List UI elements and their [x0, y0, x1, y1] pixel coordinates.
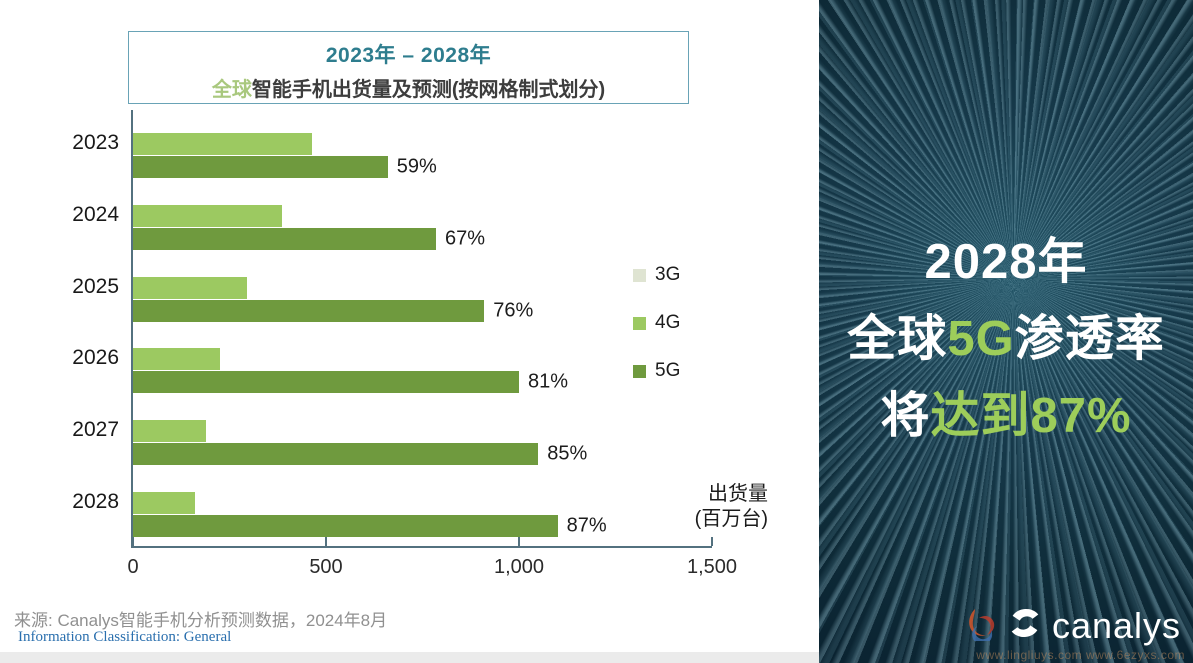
year-group-2023: 2023 59%	[72, 110, 712, 180]
bar-5g-2027: 85%	[133, 443, 587, 466]
x-tick-500	[325, 537, 327, 546]
watermark-logo-icon	[965, 606, 998, 646]
chart-title-box: 2023年 – 2028年 全球智能手机出货量及预测(按网格制式划分)	[128, 31, 689, 104]
canalys-logo-icon	[1006, 604, 1044, 647]
bar-4g-2027	[133, 420, 207, 443]
x-tick-label-1500: 1,500	[686, 556, 738, 578]
x-tick-label-1000: 1,000	[493, 556, 545, 578]
chart-title-highlight: 全球	[211, 79, 252, 101]
bar-4g-2026	[133, 348, 220, 371]
classification-text: Information Classification: General	[18, 629, 232, 645]
headline-5g-green: 5G	[947, 312, 1015, 366]
legend-swatch-5g	[633, 364, 646, 378]
year-group-2027: 2027 85%	[72, 397, 712, 467]
legend-label-3g: 3G	[655, 264, 681, 285]
bar-value-label-2028: 87%	[566, 514, 607, 537]
legend-item-5g: 5G	[633, 360, 681, 381]
axis-unit-line2: (百万台)	[694, 508, 768, 530]
bar-5g-2024: 67%	[133, 227, 485, 250]
bar-value-label-2027: 85%	[547, 442, 588, 465]
y-axis-label-2026: 2026	[72, 346, 119, 370]
canalys-wordmark: canalys	[1051, 604, 1181, 646]
year-group-2024: 2024 67%	[72, 182, 712, 252]
headline-87-green: 达到87%	[930, 389, 1132, 443]
bar-value-label-2026: 81%	[528, 370, 569, 393]
bar-4g-2025	[133, 276, 247, 299]
axis-unit-label: 出货量 (百万台)	[620, 482, 768, 532]
x-tick-label-0: 0	[127, 556, 139, 578]
legend-swatch-3g	[633, 268, 646, 282]
logo-row: canalys	[965, 604, 1181, 647]
headline-line-2: 全球5G渗透率	[847, 312, 1165, 366]
bar-5g-2028: 87%	[133, 515, 607, 537]
y-axis-label-2024: 2024	[72, 202, 119, 226]
chart-title-years: 2023年 – 2028年	[325, 44, 492, 67]
year-group-2025: 2025 76%	[72, 254, 712, 324]
legend-item-4g: 4G	[633, 312, 681, 333]
y-axis-label-2023: 2023	[72, 131, 119, 154]
bar-5g-2025: 76%	[133, 299, 533, 322]
bar-5g-2023: 59%	[133, 156, 437, 178]
bar-4g-2023	[133, 133, 313, 155]
axis-unit-line1: 出货量	[708, 483, 768, 505]
bar-value-label-2025: 76%	[493, 299, 534, 322]
headline: 2028年 全球5G渗透率 将达到87%	[819, 224, 1193, 455]
headline-line-1: 2028年	[924, 235, 1088, 289]
chart-title-main: 全球智能手机出货量及预测(按网格制式划分)	[129, 73, 688, 102]
headline-line-3: 将达到87%	[880, 389, 1132, 443]
year-group-2028: 2028 87%	[72, 469, 712, 539]
year-group-2026: 2026 81%	[72, 325, 712, 395]
bar-value-label-2024: 67%	[445, 227, 486, 250]
starburst-background	[819, 0, 1193, 663]
x-tick-1000	[518, 537, 520, 546]
y-axis-label-2028: 2028	[72, 490, 119, 513]
bar-value-label-2023: 59%	[396, 155, 437, 178]
bar-4g-2024	[133, 204, 282, 227]
y-axis-label-2025: 2025	[72, 274, 119, 298]
bar-5g-2026: 81%	[133, 371, 568, 394]
x-tick-1500	[711, 537, 713, 546]
legend-swatch-4g	[633, 316, 646, 330]
x-tick-0	[132, 537, 134, 546]
legend-label-4g: 4G	[655, 312, 681, 333]
legend-item-3g: 3G	[633, 264, 681, 285]
plot-area: 2023 59% 2024 67% 2025 76% 2026 81% 2027 85% 2028 8…	[72, 110, 737, 578]
watermark-url-text: www.lingliuys.com www.6ezyxs.com	[976, 648, 1185, 662]
x-tick-label-500: 500	[309, 556, 343, 578]
legend-label-5g: 5G	[655, 360, 681, 381]
footer-band	[0, 652, 819, 663]
y-axis-label-2027: 2027	[72, 418, 119, 442]
bar-4g-2028	[133, 492, 195, 514]
legend: 3G 4G 5G	[633, 264, 681, 410]
insight-panel: 2028年 全球5G渗透率 将达到87% canalys	[819, 0, 1193, 663]
chart-title-rest: 智能手机出货量及预测(按网格制式划分)	[251, 79, 606, 101]
source-text: 来源: Canalys智能手机分析预测数据，2024年8月	[14, 611, 388, 630]
